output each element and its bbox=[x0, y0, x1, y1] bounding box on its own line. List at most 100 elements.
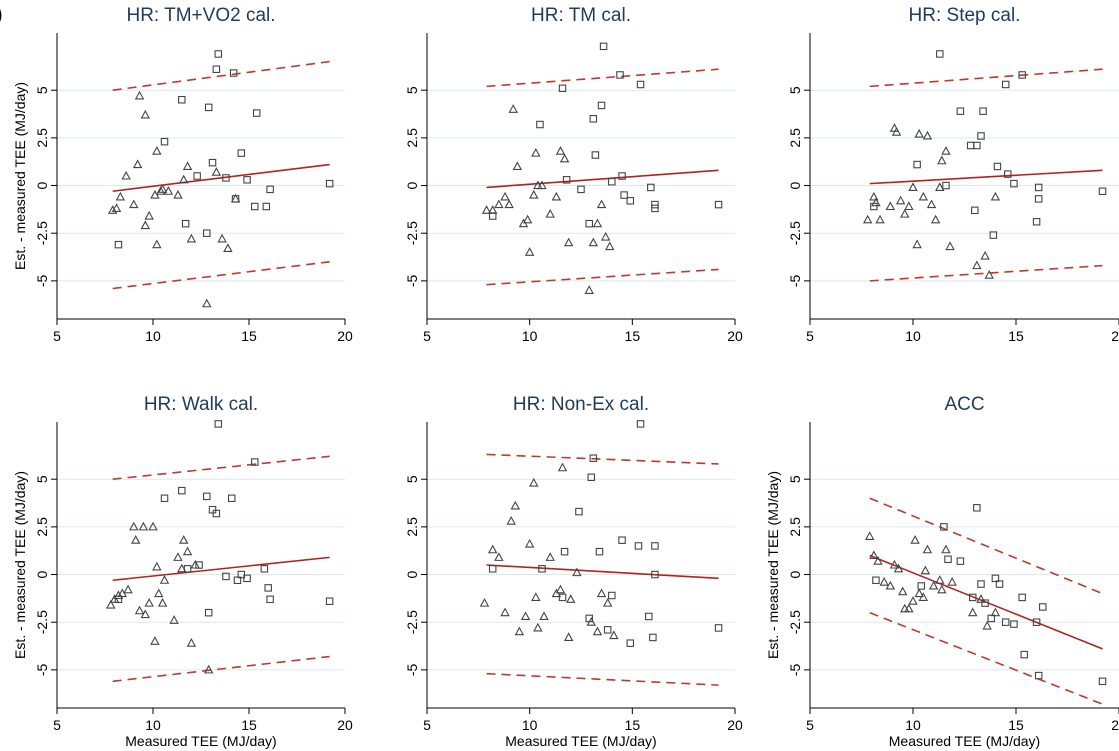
square-point bbox=[603, 626, 612, 634]
square-point bbox=[989, 231, 998, 239]
triangle-point bbox=[982, 620, 992, 630]
square-point bbox=[944, 555, 952, 564]
triangle-point bbox=[106, 599, 116, 609]
triangle-point bbox=[918, 592, 929, 601]
square-point bbox=[597, 101, 606, 110]
square-point bbox=[160, 494, 169, 503]
regression-line bbox=[112, 163, 330, 193]
square-point bbox=[243, 574, 251, 583]
triangle-point bbox=[500, 607, 510, 617]
y-tick-label: -5 bbox=[404, 663, 420, 676]
triangle-point bbox=[190, 559, 200, 569]
triangle-point bbox=[107, 205, 118, 214]
triangle-point bbox=[984, 269, 994, 279]
triangle-point bbox=[217, 233, 227, 243]
x-tick-label: 10 bbox=[145, 328, 161, 344]
square-point bbox=[979, 107, 987, 115]
triangle-point bbox=[508, 104, 518, 113]
regression-line bbox=[486, 564, 719, 580]
triangle-point bbox=[186, 638, 197, 647]
square-point bbox=[618, 536, 626, 544]
panel-title: HR: TM cal. bbox=[531, 5, 631, 26]
square-point bbox=[626, 197, 635, 205]
triangle-point bbox=[186, 233, 197, 243]
square-point bbox=[1001, 80, 1010, 89]
square-point bbox=[940, 523, 948, 531]
square-point bbox=[1020, 650, 1028, 659]
triangle-point bbox=[529, 477, 539, 487]
square-point bbox=[1039, 603, 1047, 611]
triangle-point bbox=[609, 630, 619, 640]
square-point bbox=[204, 103, 213, 112]
square-point bbox=[585, 219, 593, 228]
x-tick-label: 5 bbox=[53, 328, 61, 344]
triangle-point bbox=[945, 241, 955, 251]
triangle-point bbox=[922, 544, 933, 554]
triangle-point bbox=[990, 191, 1001, 201]
x-tick-label: 20 bbox=[1111, 328, 1119, 344]
square-point bbox=[193, 172, 201, 180]
y-tick-label: -5 bbox=[404, 274, 420, 287]
square-point bbox=[577, 185, 585, 194]
triangle-point bbox=[545, 208, 555, 218]
y-tick-label: 5 bbox=[404, 86, 420, 94]
square-point bbox=[488, 212, 497, 220]
triangle-point bbox=[592, 626, 603, 636]
square-point bbox=[636, 80, 645, 89]
square-point bbox=[233, 576, 242, 585]
triangle-point bbox=[148, 521, 158, 531]
regression-line bbox=[869, 554, 1103, 650]
y-tick-label: -2.5 bbox=[404, 610, 420, 634]
square-point bbox=[558, 593, 567, 602]
y-tick-label: 0 bbox=[787, 181, 803, 189]
triangle-point bbox=[111, 203, 122, 212]
triangle-point bbox=[500, 191, 510, 201]
triangle-point bbox=[512, 161, 523, 171]
y-tick-label: 5 bbox=[34, 86, 50, 94]
triangle-point bbox=[479, 597, 490, 607]
square-point bbox=[651, 200, 659, 209]
x-tick-label: 15 bbox=[625, 328, 641, 344]
square-point bbox=[1001, 618, 1010, 626]
x-tick-label: 20 bbox=[727, 328, 743, 344]
panel-title: HR: Walk cal. bbox=[144, 394, 258, 415]
triangle-point bbox=[904, 603, 914, 613]
triangle-point bbox=[510, 500, 521, 510]
x-tick-label: 20 bbox=[337, 717, 353, 733]
triangle-point bbox=[537, 180, 547, 190]
triangle-point bbox=[885, 201, 896, 211]
square-point bbox=[585, 614, 593, 623]
triangle-point bbox=[897, 586, 908, 596]
square-point bbox=[973, 504, 981, 512]
triangle-point bbox=[555, 584, 566, 594]
square-point bbox=[203, 492, 211, 501]
y-tick-label: -5 bbox=[787, 663, 803, 676]
triangle-point bbox=[121, 170, 131, 180]
regression-line bbox=[112, 556, 330, 582]
square-point bbox=[1034, 183, 1043, 192]
square-point bbox=[558, 84, 567, 93]
square-point bbox=[252, 109, 261, 117]
x-tick-label: 5 bbox=[423, 717, 431, 733]
x-tick-label: 5 bbox=[423, 328, 431, 344]
square-point bbox=[956, 107, 965, 115]
triangle-point bbox=[514, 626, 525, 636]
square-point bbox=[649, 633, 657, 642]
triangle-point bbox=[912, 239, 922, 249]
triangle-point bbox=[157, 597, 168, 607]
square-point bbox=[1018, 71, 1026, 79]
square-point bbox=[626, 639, 635, 647]
upper-limit-line bbox=[486, 453, 719, 465]
y-tick-label: 5 bbox=[404, 475, 420, 483]
triangle-point bbox=[155, 186, 166, 195]
triangle-point bbox=[572, 567, 582, 577]
square-point bbox=[1034, 671, 1043, 680]
chart-panel: -5 -2.5 0 2.5 5 5 10 15 20 HR: TM+VO2 cal. Est. - … bbox=[12, 5, 353, 344]
triangle-point bbox=[524, 538, 535, 548]
square-point bbox=[917, 582, 925, 590]
square-point bbox=[995, 580, 1004, 588]
square-point bbox=[870, 202, 878, 211]
square-point bbox=[618, 172, 626, 180]
triangle-point bbox=[972, 260, 982, 270]
triangle-point bbox=[885, 580, 896, 590]
